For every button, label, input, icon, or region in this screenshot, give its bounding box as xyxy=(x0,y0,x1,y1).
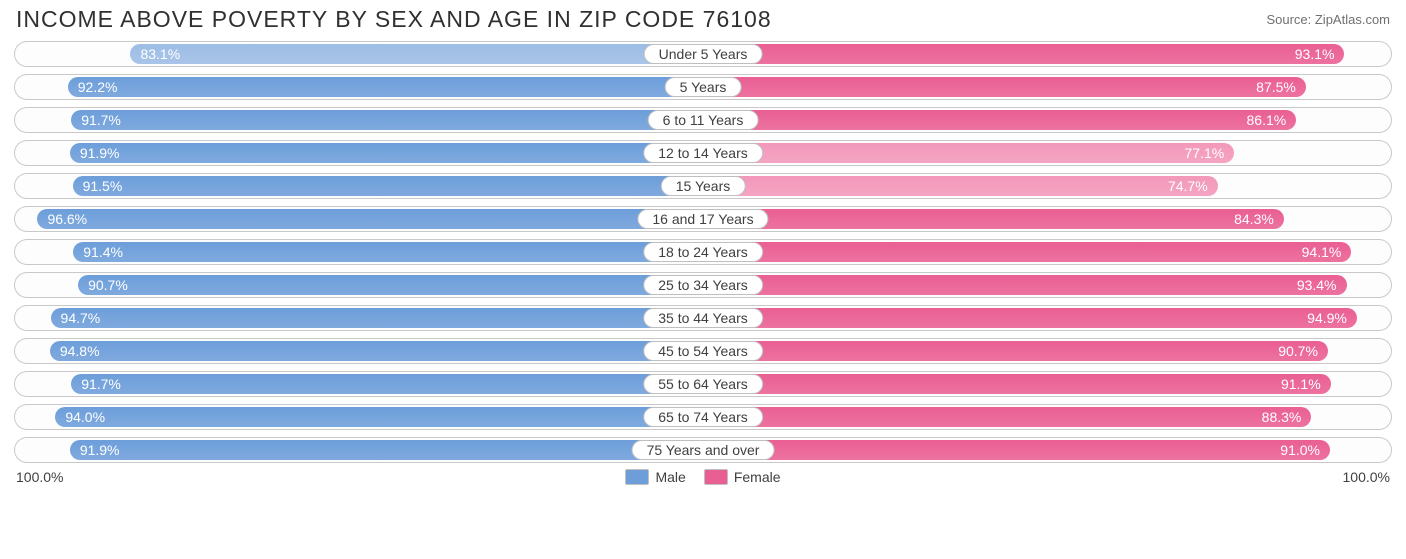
female-value: 90.7% xyxy=(1278,343,1318,359)
female-value: 74.7% xyxy=(1168,178,1208,194)
female-value: 86.1% xyxy=(1247,112,1287,128)
chart-row: 96.6% 84.3% 16 and 17 Years xyxy=(14,206,1392,232)
age-label: 15 Years xyxy=(661,176,746,196)
male-bar: 96.6% xyxy=(37,209,703,229)
chart-row: 91.5% 74.7% 15 Years xyxy=(14,173,1392,199)
male-value: 92.2% xyxy=(78,79,118,95)
age-label: 25 to 34 Years xyxy=(643,275,763,295)
axis-right-label: 100.0% xyxy=(1343,469,1390,485)
legend-swatch-male xyxy=(625,469,649,485)
female-value: 94.1% xyxy=(1302,244,1342,260)
female-bar: 90.7% xyxy=(703,341,1328,361)
female-bar: 74.7% xyxy=(703,176,1218,196)
male-bar: 94.0% xyxy=(55,407,703,427)
male-bar: 91.9% xyxy=(70,143,703,163)
female-bar: 93.4% xyxy=(703,275,1347,295)
male-value: 91.9% xyxy=(80,442,120,458)
chart-row: 94.7% 94.9% 35 to 44 Years xyxy=(14,305,1392,331)
male-bar: 83.1% xyxy=(130,44,703,64)
female-value: 88.3% xyxy=(1262,409,1302,425)
male-bar: 91.7% xyxy=(71,374,703,394)
male-value: 90.7% xyxy=(88,277,128,293)
legend-male: Male xyxy=(625,469,685,485)
female-bar: 93.1% xyxy=(703,44,1344,64)
male-value: 83.1% xyxy=(140,46,180,62)
chart-row: 91.4% 94.1% 18 to 24 Years xyxy=(14,239,1392,265)
female-bar: 77.1% xyxy=(703,143,1234,163)
male-bar: 94.7% xyxy=(51,308,703,328)
chart-rows: 83.1% 93.1% Under 5 Years 92.2% 87.5% 5 Years… xyxy=(14,41,1392,463)
female-bar: 94.9% xyxy=(703,308,1357,328)
female-value: 87.5% xyxy=(1256,79,1296,95)
chart-row: 94.8% 90.7% 45 to 54 Years xyxy=(14,338,1392,364)
female-bar: 88.3% xyxy=(703,407,1311,427)
male-value: 91.7% xyxy=(81,112,121,128)
age-label: Under 5 Years xyxy=(644,44,763,64)
age-label: 6 to 11 Years xyxy=(648,110,759,130)
age-label: 18 to 24 Years xyxy=(643,242,763,262)
male-bar: 91.9% xyxy=(70,440,703,460)
chart-header: INCOME ABOVE POVERTY BY SEX AND AGE IN Z… xyxy=(14,6,1392,37)
female-bar: 91.0% xyxy=(703,440,1330,460)
male-value: 91.4% xyxy=(83,244,123,260)
legend-swatch-female xyxy=(704,469,728,485)
age-label: 65 to 74 Years xyxy=(643,407,763,427)
male-value: 91.9% xyxy=(80,145,120,161)
age-label: 75 Years and over xyxy=(632,440,775,460)
legend-female: Female xyxy=(704,469,781,485)
legend-label-female: Female xyxy=(734,469,781,485)
male-bar: 94.8% xyxy=(50,341,703,361)
age-label: 45 to 54 Years xyxy=(643,341,763,361)
chart-row: 91.7% 86.1% 6 to 11 Years xyxy=(14,107,1392,133)
chart-row: 91.9% 91.0% 75 Years and over xyxy=(14,437,1392,463)
age-label: 12 to 14 Years xyxy=(643,143,763,163)
chart-row: 92.2% 87.5% 5 Years xyxy=(14,74,1392,100)
age-label: 55 to 64 Years xyxy=(643,374,763,394)
chart-footer: 100.0% Male Female 100.0% xyxy=(14,469,1392,485)
male-value: 91.5% xyxy=(83,178,123,194)
female-value: 94.9% xyxy=(1307,310,1347,326)
female-bar: 91.1% xyxy=(703,374,1331,394)
axis-left-label: 100.0% xyxy=(16,469,63,485)
chart-row: 91.7% 91.1% 55 to 64 Years xyxy=(14,371,1392,397)
chart-source: Source: ZipAtlas.com xyxy=(1266,12,1390,27)
male-bar: 91.5% xyxy=(73,176,703,196)
male-value: 96.6% xyxy=(47,211,87,227)
female-value: 91.1% xyxy=(1281,376,1321,392)
chart-row: 94.0% 88.3% 65 to 74 Years xyxy=(14,404,1392,430)
age-label: 35 to 44 Years xyxy=(643,308,763,328)
female-bar: 87.5% xyxy=(703,77,1306,97)
male-bar: 91.7% xyxy=(71,110,703,130)
legend-label-male: Male xyxy=(655,469,685,485)
male-bar: 91.4% xyxy=(73,242,703,262)
chart-row: 91.9% 77.1% 12 to 14 Years xyxy=(14,140,1392,166)
chart-legend: Male Female xyxy=(625,469,780,485)
female-value: 77.1% xyxy=(1185,145,1225,161)
female-bar: 86.1% xyxy=(703,110,1296,130)
male-value: 94.0% xyxy=(65,409,105,425)
male-bar: 90.7% xyxy=(78,275,703,295)
male-bar: 92.2% xyxy=(68,77,703,97)
female-value: 84.3% xyxy=(1234,211,1274,227)
male-value: 94.8% xyxy=(60,343,100,359)
age-label: 16 and 17 Years xyxy=(637,209,768,229)
chart-row: 90.7% 93.4% 25 to 34 Years xyxy=(14,272,1392,298)
chart-title: INCOME ABOVE POVERTY BY SEX AND AGE IN Z… xyxy=(16,6,772,33)
female-bar: 94.1% xyxy=(703,242,1351,262)
chart-row: 83.1% 93.1% Under 5 Years xyxy=(14,41,1392,67)
female-value: 93.1% xyxy=(1295,46,1335,62)
chart-container: INCOME ABOVE POVERTY BY SEX AND AGE IN Z… xyxy=(0,0,1406,559)
male-value: 91.7% xyxy=(81,376,121,392)
female-bar: 84.3% xyxy=(703,209,1284,229)
age-label: 5 Years xyxy=(665,77,742,97)
male-value: 94.7% xyxy=(61,310,101,326)
female-value: 91.0% xyxy=(1280,442,1320,458)
female-value: 93.4% xyxy=(1297,277,1337,293)
